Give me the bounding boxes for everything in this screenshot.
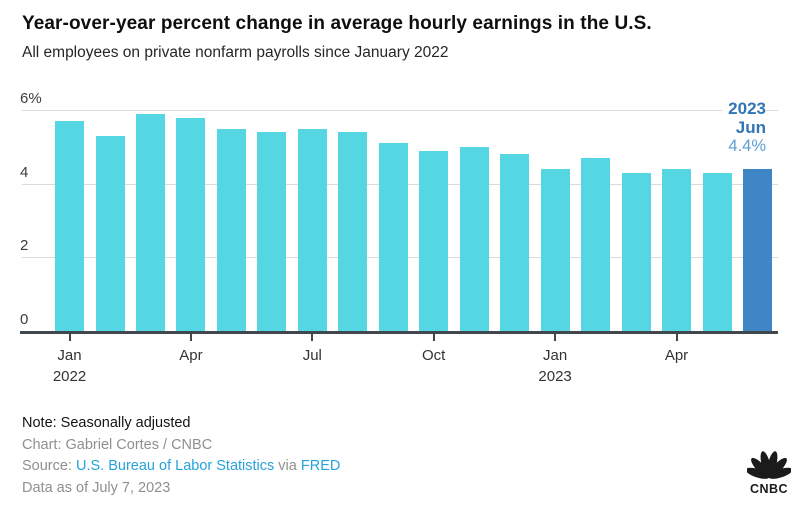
bar-may-2022 [216, 128, 246, 331]
x-axis-label: Jan [57, 347, 82, 364]
bar-feb-2023 [581, 158, 611, 331]
x-tick [675, 334, 678, 341]
bar-mar-2022 [135, 113, 165, 331]
source-line: Source: U.S. Bureau of Labor Statistics … [22, 456, 340, 478]
annotation-month: Jun [735, 118, 766, 137]
x-tick [189, 334, 192, 341]
bar-nov-2022 [459, 147, 489, 331]
bar-jul-2022 [297, 128, 327, 331]
source-prefix: Source: [22, 458, 76, 474]
y-axis-label-0: 0 [20, 311, 29, 328]
bar-apr-2022 [176, 117, 206, 331]
x-tick [554, 334, 557, 341]
y-axis-label-4: 4 [20, 163, 29, 181]
bar-sep-2022 [378, 143, 408, 331]
x-axis-label: Oct [422, 347, 446, 364]
x-axis-year-label: 2022 [52, 368, 87, 385]
bar-jun-2022 [257, 132, 287, 331]
bar-aug-2022 [338, 132, 368, 331]
chart-title: Year-over-year percent change in average… [22, 13, 652, 34]
bar-oct-2022 [419, 150, 449, 331]
x-tick [68, 334, 71, 341]
bar-jan-2023 [540, 169, 570, 331]
y-axis-label-6: 6% [20, 90, 42, 108]
bar-apr-2023 [662, 169, 691, 331]
credit-line: Chart: Gabriel Cortes / CNBC [22, 436, 213, 453]
x-axis-label: Apr [179, 347, 203, 364]
cnbc-logo: CNBC [745, 449, 793, 496]
data-asof-line: Data as of July 7, 2023 [22, 479, 171, 496]
x-axis-label: Jul [302, 347, 322, 364]
bar-jan-2022 [55, 121, 84, 331]
x-axis-label: Jan [543, 347, 568, 364]
nbc-peacock-icon [745, 451, 793, 479]
chart-footer: Note: Seasonally adjusted Chart: Gabriel… [22, 413, 340, 499]
x-axis-line [20, 331, 778, 334]
x-axis-label: Apr [664, 347, 689, 364]
x-axis-year-label: 2023 [538, 368, 572, 385]
chart-subtitle: All employees on private nonfarm payroll… [22, 44, 449, 61]
bar-jun-2023 [743, 169, 772, 331]
bar-may-2023 [702, 172, 732, 331]
note-line: Note: Seasonally adjusted [22, 415, 191, 431]
bar-feb-2022 [95, 136, 125, 331]
x-tick [432, 334, 435, 341]
highlight-annotation: 2023 Jun 4.4% [722, 99, 766, 156]
annotation-value: 4.4% [728, 137, 766, 155]
bls-link[interactable]: U.S. Bureau of Labor Statistics [76, 458, 275, 474]
annotation-year: 2023 [728, 99, 766, 118]
bar-mar-2023 [621, 172, 651, 331]
fred-link[interactable]: FRED [300, 458, 341, 474]
source-via: via [274, 458, 301, 474]
bar-dec-2022 [500, 154, 530, 331]
y-axis-label-2: 2 [20, 237, 29, 255]
cnbc-wordmark: CNBC [749, 482, 789, 496]
gridline-6 [22, 110, 778, 112]
x-tick [311, 334, 314, 341]
